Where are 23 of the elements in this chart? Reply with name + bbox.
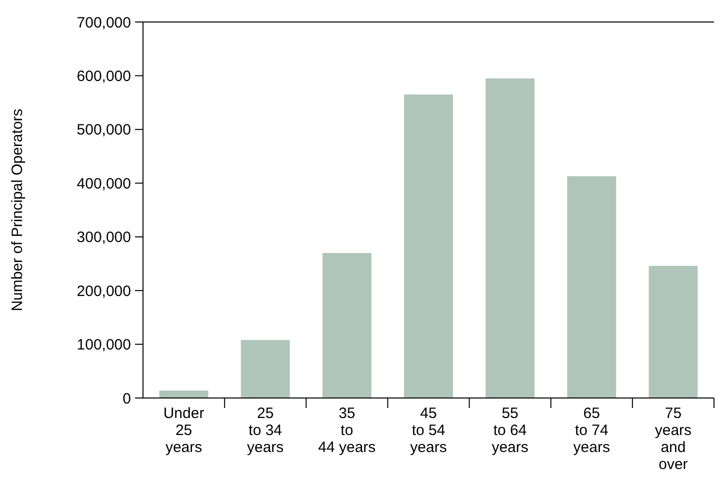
y-tick-label: 700,000 xyxy=(76,14,131,32)
y-tick-label: 200,000 xyxy=(76,282,131,300)
x-tick-label: 65 to 74 years xyxy=(573,405,610,456)
x-tick-label: 35 to 44 years xyxy=(318,405,376,456)
bar xyxy=(159,390,208,398)
bar xyxy=(648,266,698,398)
bar xyxy=(322,252,372,398)
x-tick-label: 55 to 64 years xyxy=(492,405,528,456)
y-tick-label: 0 xyxy=(122,390,131,408)
x-tick-label: Under 25 years xyxy=(163,405,204,456)
y-tick-label: 300,000 xyxy=(76,229,131,246)
bar xyxy=(240,340,290,398)
bar xyxy=(567,176,616,398)
y-tick-label: 400,000 xyxy=(76,175,131,192)
y-tick-label: 500,000 xyxy=(76,122,131,139)
x-tick-label: 75 years and over xyxy=(654,405,692,473)
bar xyxy=(404,94,453,398)
y-axis-title: Number of Principal Operators xyxy=(9,108,26,312)
x-tick-label: 25 to 34 years xyxy=(247,405,284,456)
y-tick-label: 100,000 xyxy=(76,336,131,354)
bar xyxy=(486,78,535,398)
x-tick-label: 45 to 54 years xyxy=(410,405,447,456)
y-tick-label: 600,000 xyxy=(76,68,131,85)
